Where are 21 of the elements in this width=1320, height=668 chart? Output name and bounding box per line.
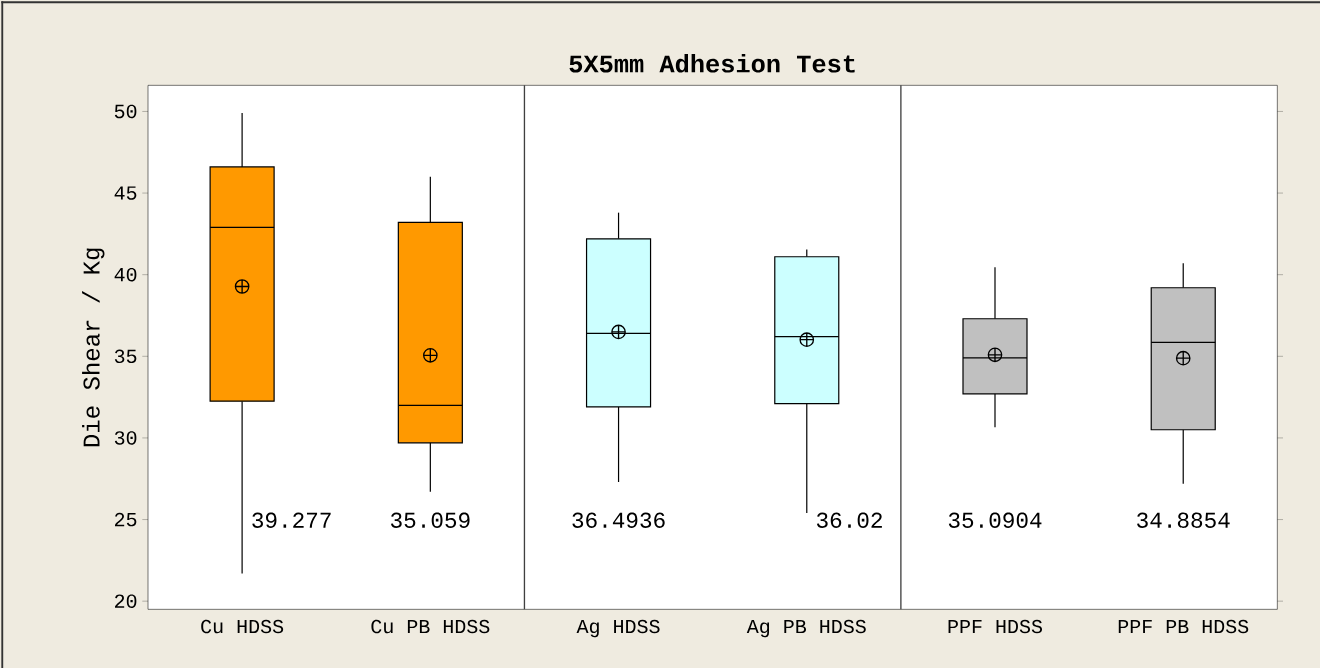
y-tick-label: 30 (114, 431, 137, 445)
annotation: 35.059 (390, 512, 470, 528)
x-tick-label: PPF PB HDSS (1118, 619, 1249, 634)
annotation: 35.0904 (948, 512, 1042, 528)
x-tick-label: PPF HDSS (948, 619, 1043, 634)
chart-title: 5X5mm Adhesion Test (569, 54, 855, 73)
y-tick-label: 45 (114, 186, 137, 200)
y-axis-title: Die Shear / Kg (82, 248, 105, 447)
annotation: 39.277 (252, 512, 331, 528)
x-tick-label: Ag HDSS (576, 619, 660, 638)
x-tick-label: Cu PB HDSS (371, 619, 490, 634)
x-tick-label: Ag PB HDSS (746, 619, 866, 638)
y-tick-label: 35 (114, 349, 137, 364)
annotation: 34.8854 (1137, 512, 1230, 528)
annotation: 36.4936 (572, 512, 665, 528)
y-tick-label: 25 (115, 512, 137, 527)
y-tick-label: 20 (115, 594, 137, 608)
annotation: 36.02 (816, 512, 882, 528)
y-tick-label: 50 (114, 104, 137, 119)
x-tick-label: Cu HDSS (201, 619, 284, 634)
y-tick-label: 40 (114, 267, 137, 282)
